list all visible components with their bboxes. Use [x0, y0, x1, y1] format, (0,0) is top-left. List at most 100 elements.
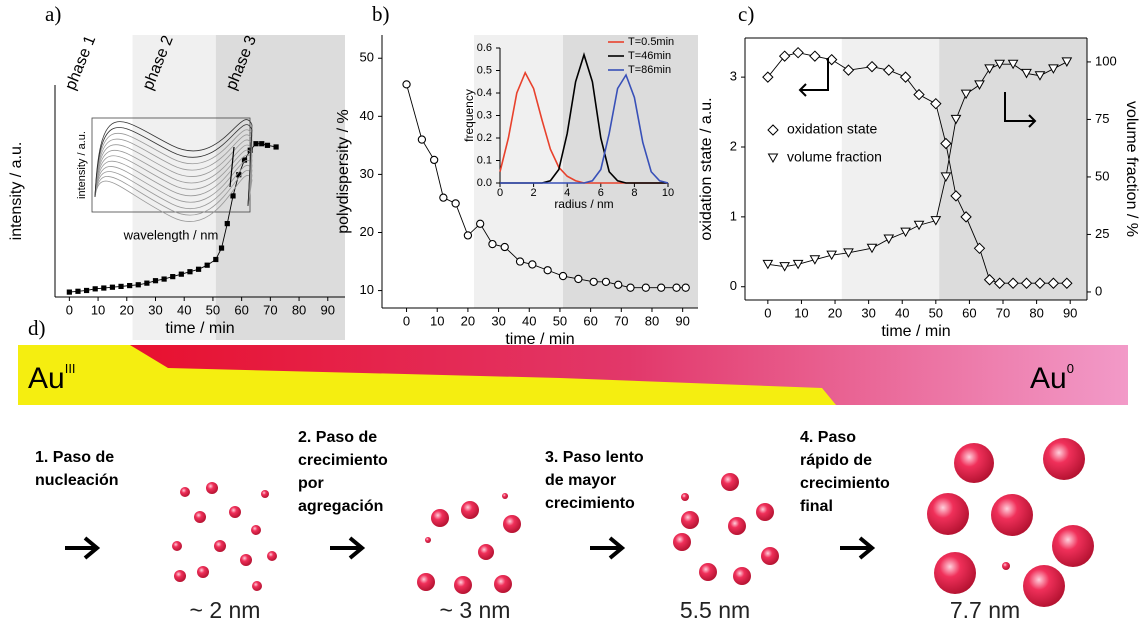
particle: [194, 511, 206, 523]
marker: [1034, 277, 1046, 289]
phase-region: [939, 38, 1087, 300]
marker: [883, 64, 895, 76]
y-tick-label: 3: [730, 69, 737, 84]
y-tick-label: 1: [730, 208, 737, 223]
marker: [195, 266, 202, 272]
spectrum-curve: [94, 124, 253, 207]
marker: [994, 59, 1006, 70]
legend-label: T=86min: [628, 64, 671, 76]
marker: [960, 89, 972, 100]
particle: [991, 494, 1033, 536]
step-text: agregación: [298, 498, 383, 515]
particle: [927, 493, 969, 535]
marker: [762, 71, 774, 83]
marker: [913, 88, 925, 101]
marker: [842, 64, 855, 76]
marker: [913, 220, 925, 231]
step-arrow: [65, 536, 101, 560]
particle: [417, 573, 435, 591]
start-base: Au: [28, 362, 65, 395]
x-tick-label: 0: [764, 305, 771, 320]
marker: [866, 243, 878, 254]
particle: [461, 501, 479, 519]
particle: [681, 511, 699, 529]
marker: [451, 199, 460, 208]
particle: [502, 493, 508, 499]
marker: [930, 97, 942, 110]
x-tick-label: 50: [553, 313, 567, 328]
legend-marker: [767, 124, 779, 136]
chart: wavelength / nm intensity / a.u.: [76, 117, 253, 242]
marker: [259, 141, 265, 147]
x-tick-label: 30: [148, 302, 162, 317]
x-tick-label: 0: [403, 313, 410, 328]
step-text: nucleación: [35, 472, 119, 489]
marker: [1061, 57, 1073, 67]
particle: [180, 487, 190, 497]
y-tick-label: 0.0: [477, 177, 492, 189]
x-tick-label: 30: [491, 313, 505, 328]
y2-tick-label: 100: [1095, 53, 1117, 68]
marker: [843, 248, 854, 258]
phase-region: [563, 35, 698, 308]
step-text: rápido de: [800, 452, 872, 469]
y-tick-label: 0.3: [477, 109, 492, 121]
x-axis-label: time / min: [881, 323, 950, 340]
marker: [224, 221, 230, 227]
y-tick-label: 0.2: [477, 132, 492, 144]
step-text: por: [298, 475, 324, 492]
step-text: 4. Paso: [800, 429, 856, 446]
marker: [900, 227, 911, 238]
spectrum-curve: [94, 170, 253, 216]
marker: [83, 287, 90, 294]
x-axis-label: wavelength / nm: [123, 227, 219, 242]
x-tick-label: 20: [120, 302, 134, 317]
chart: c)0 10 20 30 40 50 60 70 80 9001230255075100time …: [698, 2, 1140, 340]
y-axis-label: intensity / a.u.: [76, 131, 88, 199]
x-tick-label: 40: [895, 305, 909, 320]
x-tick-label: 70: [996, 305, 1010, 320]
marker: [463, 231, 473, 240]
particle: [699, 563, 717, 581]
x-tick-label: 40: [177, 302, 191, 317]
y2-axis-label: volume fraction / %: [1123, 101, 1140, 237]
particle: [934, 552, 976, 594]
marker: [1048, 64, 1059, 74]
particle: [728, 517, 746, 535]
marker: [543, 266, 552, 275]
particle: [261, 490, 269, 498]
x-tick-label: 20: [461, 313, 475, 328]
spectrum-curve: [94, 144, 253, 207]
end-base: Au: [1030, 362, 1067, 395]
y2-tick-label: 25: [1095, 226, 1109, 241]
particle: [240, 554, 252, 566]
y-tick-label: 50: [360, 50, 374, 65]
start-label: AuIII: [28, 361, 76, 394]
marker: [264, 142, 271, 148]
y-axis-label: frequency: [462, 89, 476, 142]
step-text: final: [800, 498, 833, 515]
marker: [1034, 71, 1046, 81]
marker: [950, 190, 962, 202]
x-axis-label: time / min: [505, 331, 574, 348]
marker: [589, 277, 598, 287]
marker: [488, 239, 497, 249]
marker: [930, 216, 942, 226]
marker: [558, 271, 568, 281]
step-text: crecimiento: [545, 495, 635, 512]
marker: [152, 278, 159, 284]
marker: [940, 172, 952, 182]
marker: [253, 141, 259, 147]
marker: [1020, 277, 1033, 289]
legend-label: T=46min: [628, 50, 671, 62]
y-axis-label: oxidation state / a.u.: [698, 97, 715, 240]
marker: [417, 135, 427, 144]
x-tick-label: 40: [522, 313, 536, 328]
spectrum-curve: [94, 175, 253, 222]
step-text: 1. Paso de: [35, 449, 114, 466]
marker: [1007, 277, 1019, 289]
marker: [273, 144, 279, 150]
particle: [425, 537, 431, 543]
particle: [733, 567, 751, 585]
